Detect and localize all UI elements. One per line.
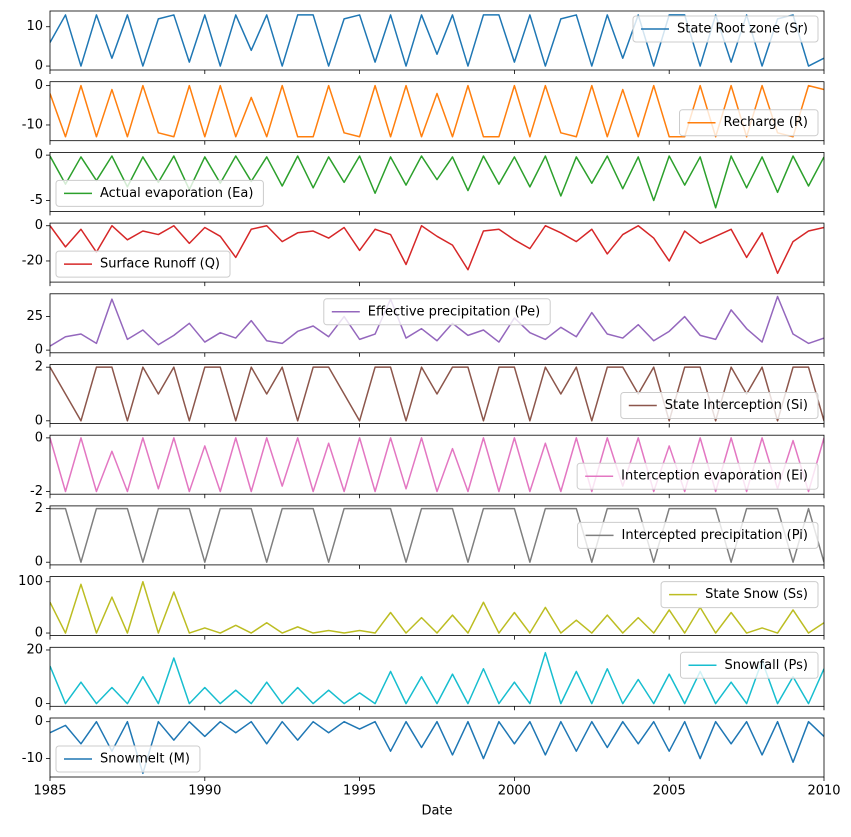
axes-frame — [49, 576, 825, 636]
legend-label: Interception evaporation (Ei) — [621, 469, 808, 484]
axes-frame — [49, 10, 825, 71]
panel — [50, 437, 824, 493]
y-tick-label: 0 — [35, 413, 43, 428]
legend-box — [679, 651, 819, 679]
y-tick-label: 0 — [35, 78, 43, 93]
axes-frame — [49, 364, 825, 424]
y-tick-label: -20 — [22, 253, 43, 268]
legend-label: Surface Runoff (Q) — [100, 257, 220, 272]
legend: State Root zone (Sr) — [632, 15, 819, 43]
series-line — [50, 720, 824, 775]
panel — [50, 155, 824, 209]
legend-box — [577, 521, 819, 549]
series-line — [50, 155, 824, 209]
axes-frame — [49, 646, 825, 707]
axes-frame — [49, 151, 825, 212]
panel — [50, 295, 824, 347]
legend: Surface Runoff (Q) — [55, 250, 231, 278]
panel — [50, 651, 824, 705]
axes-frame — [49, 717, 825, 778]
y-tick-label: 0 — [35, 218, 43, 233]
legend: Recharge (R) — [679, 109, 819, 137]
panel — [50, 366, 824, 422]
y-tick-label: 2 — [35, 360, 43, 375]
panel — [50, 720, 824, 775]
axes-frame — [49, 81, 825, 142]
x-tick-label: 1985 — [33, 784, 66, 799]
axes-frame — [49, 222, 825, 283]
x-tick-label: 2005 — [653, 784, 686, 799]
legend: Interception evaporation (Ei) — [576, 462, 819, 490]
panel — [50, 507, 824, 563]
y-tick-label: -2 — [30, 484, 43, 499]
legend-box — [660, 581, 819, 609]
legend-box — [620, 392, 819, 419]
y-tick-label: 0 — [35, 714, 43, 729]
series-line — [50, 224, 824, 275]
x-axis-label: Date — [421, 804, 452, 819]
x-tick-label: 2000 — [498, 784, 531, 799]
legend: Snowfall (Ps) — [679, 651, 819, 679]
series-line — [50, 14, 824, 67]
legend-label: Snowmelt (M) — [100, 752, 190, 767]
legend-box — [576, 462, 819, 490]
legend: Effective precipitation (Pe) — [323, 298, 551, 326]
legend-label: Recharge (R) — [724, 115, 808, 130]
series-line — [50, 651, 824, 705]
y-tick-label: 0 — [35, 696, 43, 711]
panel — [50, 580, 824, 634]
x-tick-label: 1990 — [188, 784, 221, 799]
panel — [50, 14, 824, 67]
legend-label: Effective precipitation (Pe) — [368, 304, 540, 319]
y-tick-label: 0 — [35, 343, 43, 358]
legend-label: State Snow (Ss) — [705, 587, 808, 602]
axes-frame — [49, 505, 825, 566]
legend: Snowmelt (M) — [55, 745, 201, 773]
legend: Intercepted precipitation (Pi) — [577, 521, 819, 549]
legend: Actual evaporation (Ea) — [55, 179, 264, 207]
series-line — [50, 507, 824, 563]
axes-frame — [49, 434, 825, 495]
legend-box — [55, 745, 201, 773]
legend-box — [632, 15, 819, 43]
series-line — [50, 366, 824, 422]
legend: State Snow (Ss) — [660, 581, 819, 609]
y-tick-label: 25 — [26, 309, 43, 324]
legend-box — [323, 298, 551, 326]
y-tick-label: 0 — [35, 430, 43, 445]
legend-box — [55, 250, 231, 278]
legend-label: State Root zone (Sr) — [677, 22, 808, 37]
legend-label: Intercepted precipitation (Pi) — [622, 528, 808, 543]
legend-label: State Interception (Si) — [665, 398, 808, 413]
y-tick-label: 10 — [26, 19, 43, 34]
y-tick-label: 100 — [18, 574, 43, 589]
x-tick-label: 1995 — [343, 784, 376, 799]
series-line — [50, 437, 824, 493]
y-tick-label: 0 — [35, 555, 43, 570]
axes-frame — [49, 293, 825, 354]
legend-label: Actual evaporation (Ea) — [100, 186, 253, 201]
y-tick-label: 0 — [35, 59, 43, 74]
legend-label: Snowfall (Ps) — [724, 658, 808, 673]
y-tick-label: 0 — [35, 626, 43, 641]
panel — [50, 224, 824, 275]
y-tick-label: 20 — [26, 642, 43, 657]
y-tick-label: -5 — [30, 193, 43, 208]
y-tick-label: -10 — [22, 751, 43, 766]
x-tick-label: 2010 — [807, 784, 840, 799]
series-line — [50, 84, 824, 138]
y-tick-label: 2 — [35, 501, 43, 516]
legend-box — [55, 179, 264, 207]
y-tick-label: -10 — [22, 117, 43, 132]
panel — [50, 84, 824, 138]
y-tick-label: 0 — [35, 148, 43, 163]
legend-box — [679, 109, 819, 137]
legend: State Interception (Si) — [620, 392, 819, 419]
series-line — [50, 295, 824, 347]
series-line — [50, 580, 824, 634]
